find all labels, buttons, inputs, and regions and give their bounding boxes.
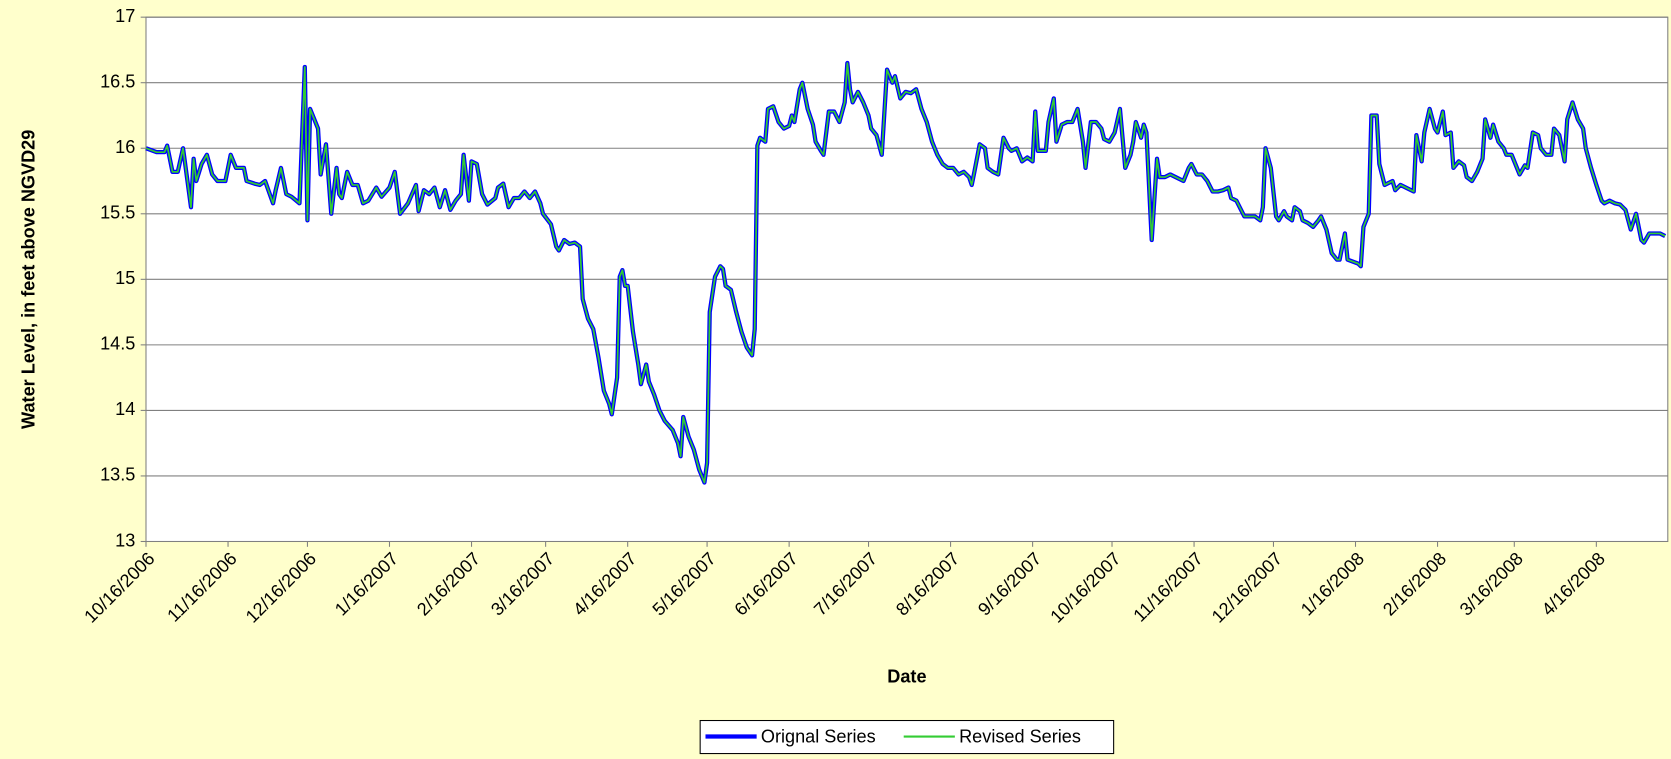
y-tick-label: 14: [115, 399, 135, 419]
y-tick-label: 14.5: [100, 334, 135, 354]
y-tick-label: 15: [115, 268, 135, 288]
x-axis-label: Date: [887, 667, 926, 687]
y-tick-label: 16: [115, 137, 135, 157]
y-tick-label: 13.5: [100, 465, 135, 485]
data-line: [145, 62, 1666, 484]
legend-label: Revised Series: [959, 726, 1081, 746]
legend-label: Orignal Series: [761, 726, 876, 746]
y-tick-label: 16.5: [100, 71, 135, 91]
y-tick-label: 13: [115, 530, 135, 550]
y-axis-label: Water Level, in feet above NGVD29: [19, 130, 39, 429]
y-tick-label: 17: [115, 6, 135, 26]
y-tick-label: 15.5: [100, 203, 135, 223]
